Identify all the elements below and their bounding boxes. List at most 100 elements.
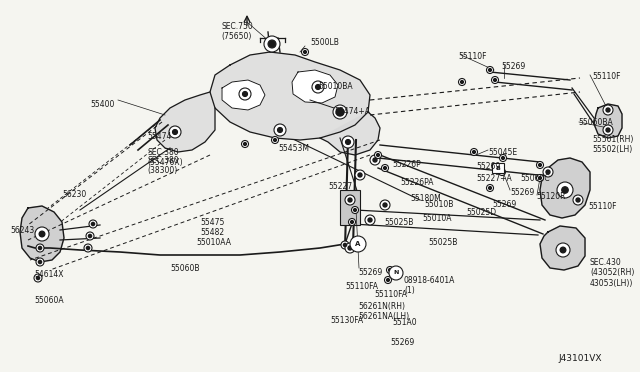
Text: 55482: 55482 bbox=[200, 228, 224, 237]
Text: N: N bbox=[394, 270, 399, 276]
Circle shape bbox=[34, 274, 42, 282]
Circle shape bbox=[557, 182, 573, 198]
Circle shape bbox=[470, 148, 477, 155]
Circle shape bbox=[546, 170, 550, 174]
Circle shape bbox=[354, 209, 356, 211]
Circle shape bbox=[499, 154, 506, 161]
Circle shape bbox=[500, 171, 504, 173]
Text: 55227: 55227 bbox=[328, 182, 352, 191]
Circle shape bbox=[383, 203, 387, 207]
Circle shape bbox=[173, 129, 177, 134]
Text: 55269: 55269 bbox=[476, 162, 500, 171]
Circle shape bbox=[341, 241, 349, 249]
Text: 55226PA: 55226PA bbox=[400, 178, 433, 187]
Circle shape bbox=[243, 92, 248, 96]
Circle shape bbox=[606, 108, 610, 112]
Circle shape bbox=[86, 232, 94, 240]
Text: 55269: 55269 bbox=[510, 188, 534, 197]
Circle shape bbox=[92, 222, 95, 225]
Circle shape bbox=[488, 68, 492, 71]
Text: 55475: 55475 bbox=[200, 218, 225, 227]
Circle shape bbox=[499, 169, 506, 176]
Circle shape bbox=[603, 105, 613, 115]
Text: 55060A: 55060A bbox=[34, 296, 63, 305]
Circle shape bbox=[374, 151, 381, 158]
Text: 55269: 55269 bbox=[390, 338, 414, 347]
Text: 55025B: 55025B bbox=[384, 218, 413, 227]
Text: 55110F: 55110F bbox=[458, 52, 486, 61]
Circle shape bbox=[350, 236, 366, 252]
Text: 55025B: 55025B bbox=[428, 238, 458, 247]
Text: 55010A: 55010A bbox=[422, 214, 451, 223]
Text: 55110FA: 55110FA bbox=[345, 282, 378, 291]
Circle shape bbox=[576, 198, 580, 202]
Circle shape bbox=[486, 67, 493, 74]
Circle shape bbox=[349, 218, 355, 225]
Text: SEC.430
(43052(RH)
43053(LH)): SEC.430 (43052(RH) 43053(LH)) bbox=[590, 258, 634, 288]
Circle shape bbox=[365, 215, 375, 225]
Circle shape bbox=[345, 195, 355, 205]
Polygon shape bbox=[594, 104, 622, 138]
Circle shape bbox=[458, 78, 465, 86]
Text: 55110F: 55110F bbox=[592, 72, 621, 81]
Text: 55060C: 55060C bbox=[520, 174, 550, 183]
Circle shape bbox=[493, 78, 497, 81]
Circle shape bbox=[383, 167, 387, 169]
Circle shape bbox=[562, 187, 568, 193]
Text: 55453M: 55453M bbox=[278, 144, 309, 153]
Polygon shape bbox=[210, 52, 370, 140]
Circle shape bbox=[345, 243, 355, 253]
Polygon shape bbox=[20, 206, 64, 262]
Circle shape bbox=[543, 167, 553, 177]
Circle shape bbox=[86, 246, 90, 250]
Text: 55060B: 55060B bbox=[170, 264, 200, 273]
Circle shape bbox=[346, 140, 351, 144]
Text: 55025D: 55025D bbox=[466, 208, 496, 217]
Circle shape bbox=[270, 42, 274, 46]
Circle shape bbox=[536, 161, 543, 169]
Circle shape bbox=[380, 200, 390, 210]
Circle shape bbox=[38, 260, 42, 264]
Circle shape bbox=[488, 187, 492, 189]
Text: 56243: 56243 bbox=[10, 226, 35, 235]
Circle shape bbox=[36, 244, 44, 252]
Text: 54614X: 54614X bbox=[34, 270, 63, 279]
Circle shape bbox=[269, 41, 275, 47]
Bar bbox=[492, 163, 504, 173]
Circle shape bbox=[38, 246, 42, 250]
Circle shape bbox=[36, 258, 44, 266]
Circle shape bbox=[348, 198, 352, 202]
Circle shape bbox=[312, 81, 324, 93]
Text: 55045E: 55045E bbox=[488, 148, 517, 157]
Circle shape bbox=[461, 81, 463, 83]
Text: 55269: 55269 bbox=[358, 268, 382, 277]
Circle shape bbox=[333, 105, 347, 119]
Polygon shape bbox=[540, 226, 585, 270]
Text: SEC.380
(38300): SEC.380 (38300) bbox=[147, 156, 179, 176]
Text: 55010B: 55010B bbox=[424, 200, 453, 209]
Text: SEC.380
(55476X): SEC.380 (55476X) bbox=[147, 148, 182, 167]
Circle shape bbox=[337, 109, 343, 115]
Circle shape bbox=[560, 247, 566, 253]
Text: SEC.750
(75650): SEC.750 (75650) bbox=[221, 22, 253, 41]
Polygon shape bbox=[222, 80, 265, 110]
Circle shape bbox=[606, 128, 610, 132]
Circle shape bbox=[244, 142, 246, 145]
Circle shape bbox=[376, 154, 380, 156]
Text: 08918-6401A
(1): 08918-6401A (1) bbox=[404, 276, 456, 295]
Text: 55474+A: 55474+A bbox=[334, 107, 370, 116]
Circle shape bbox=[84, 244, 92, 252]
Text: 55269: 55269 bbox=[492, 200, 516, 209]
Circle shape bbox=[385, 276, 392, 283]
Text: 551A0: 551A0 bbox=[392, 318, 417, 327]
Text: 56230: 56230 bbox=[62, 190, 86, 199]
Circle shape bbox=[502, 157, 504, 159]
Circle shape bbox=[381, 164, 388, 171]
Circle shape bbox=[239, 88, 251, 100]
Text: 56261N(RH)
56261NA(LH): 56261N(RH) 56261NA(LH) bbox=[358, 302, 409, 321]
Circle shape bbox=[389, 266, 403, 280]
Circle shape bbox=[88, 234, 92, 238]
Circle shape bbox=[573, 195, 583, 205]
Text: B: B bbox=[495, 166, 500, 170]
Text: 55501(RH)
55502(LH): 55501(RH) 55502(LH) bbox=[592, 135, 634, 154]
